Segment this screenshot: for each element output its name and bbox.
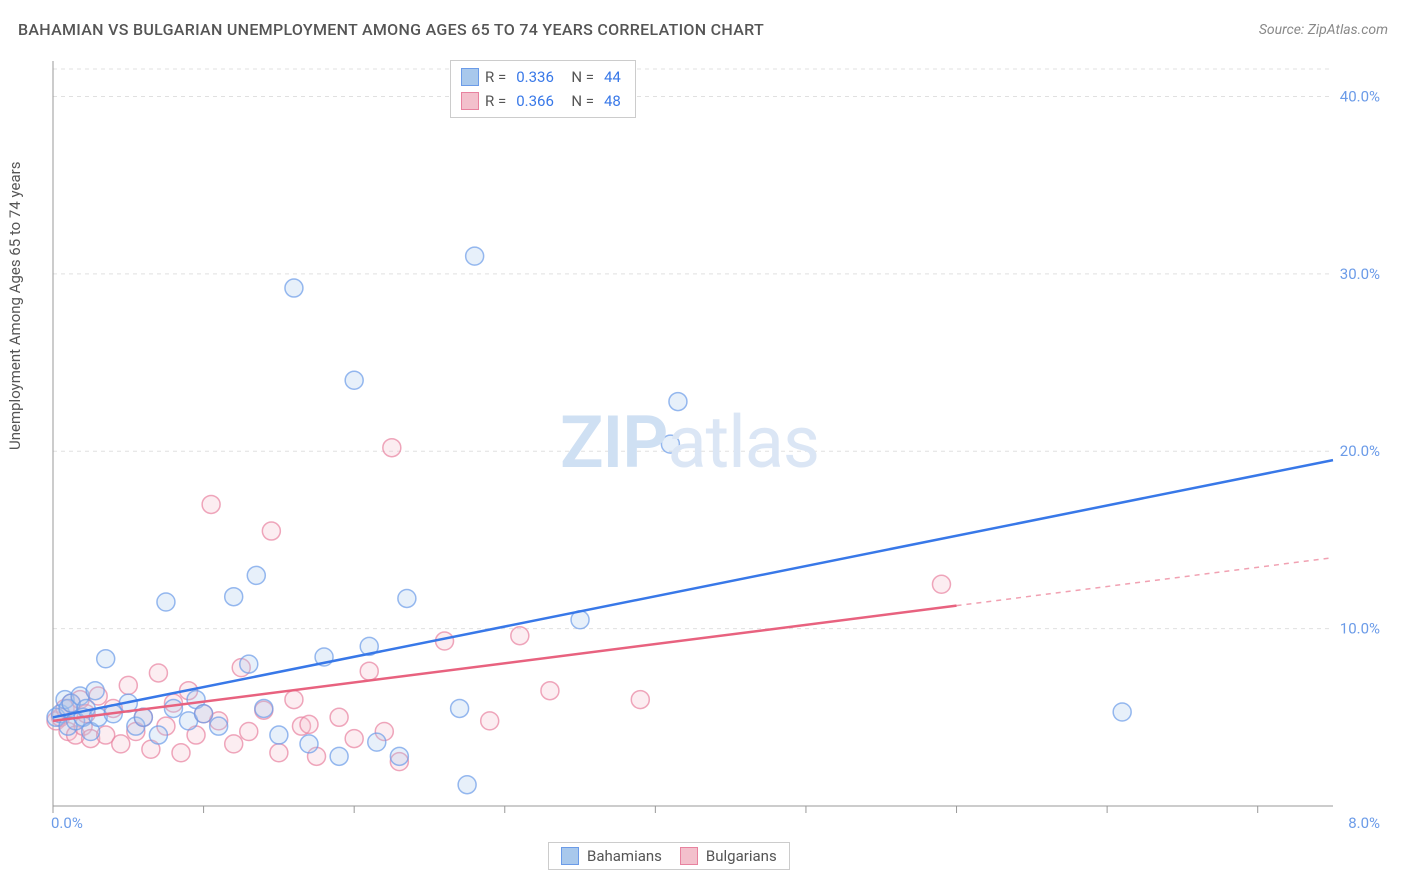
series-legend: Bahamians Bulgarians xyxy=(548,842,790,870)
data-point xyxy=(669,393,687,411)
data-point xyxy=(149,726,167,744)
svg-text:10.0%: 10.0% xyxy=(1340,620,1380,638)
data-point xyxy=(240,655,258,673)
data-point xyxy=(225,735,243,753)
data-point xyxy=(119,676,137,694)
data-point xyxy=(164,699,182,717)
data-point xyxy=(330,747,348,765)
legend-row-bahamians: R =0.336 N =44 xyxy=(461,65,625,89)
data-point xyxy=(202,495,220,513)
data-point xyxy=(225,588,243,606)
data-point xyxy=(300,735,318,753)
data-point xyxy=(345,730,363,748)
data-point xyxy=(157,593,175,611)
svg-text:30.0%: 30.0% xyxy=(1340,265,1380,283)
legend-item-bulgarians: Bulgarians xyxy=(680,847,777,865)
data-point xyxy=(345,371,363,389)
svg-text:20.0%: 20.0% xyxy=(1340,442,1380,460)
data-point xyxy=(195,705,213,723)
data-point xyxy=(270,726,288,744)
data-point xyxy=(360,662,378,680)
data-point xyxy=(149,664,167,682)
data-point xyxy=(210,717,228,735)
legend-swatch-icon xyxy=(680,847,698,865)
data-point xyxy=(285,279,303,297)
data-point xyxy=(451,699,469,717)
chart-title: BAHAMIAN VS BULGARIAN UNEMPLOYMENT AMONG… xyxy=(18,20,764,39)
data-point xyxy=(398,589,416,607)
data-point xyxy=(112,735,130,753)
legend-item-bahamians: Bahamians xyxy=(561,847,662,865)
data-point xyxy=(172,744,190,762)
data-point xyxy=(255,699,273,717)
plot-area: 10.0% 20.0% 30.0% 40.0% 0.0% 8.0% xyxy=(48,56,1388,836)
data-point xyxy=(631,691,649,709)
data-point xyxy=(262,522,280,540)
data-point xyxy=(270,744,288,762)
regression-line xyxy=(53,606,957,721)
data-point xyxy=(383,439,401,457)
y-axis-label: Unemployment Among Ages 65 to 74 years xyxy=(6,162,24,450)
data-point xyxy=(300,715,318,733)
data-point xyxy=(240,723,258,741)
svg-text:8.0%: 8.0% xyxy=(1348,814,1380,832)
scatter-chart: 10.0% 20.0% 30.0% 40.0% 0.0% 8.0% xyxy=(48,56,1388,836)
data-point xyxy=(661,435,679,453)
legend-row-bulgarians: R =0.366 N =48 xyxy=(461,89,625,113)
data-point xyxy=(466,247,484,265)
regression-line-extrapolated xyxy=(957,558,1333,606)
data-point xyxy=(285,691,303,709)
data-point xyxy=(247,566,265,584)
data-point xyxy=(368,733,386,751)
legend-swatch-bulgarians xyxy=(461,92,479,110)
data-point xyxy=(86,682,104,700)
legend-swatch-bahamians xyxy=(461,68,479,86)
data-point xyxy=(511,627,529,645)
data-point xyxy=(932,575,950,593)
data-point xyxy=(390,747,408,765)
source-attribution: Source: ZipAtlas.com xyxy=(1259,22,1388,38)
regression-line xyxy=(53,460,1333,717)
data-point xyxy=(97,650,115,668)
correlation-legend: R =0.336 N =44 R =0.366 N =48 xyxy=(450,60,636,118)
svg-text:0.0%: 0.0% xyxy=(51,814,83,832)
data-point xyxy=(458,776,476,794)
data-point xyxy=(541,682,559,700)
data-point xyxy=(481,712,499,730)
data-point xyxy=(1113,703,1131,721)
data-point xyxy=(330,708,348,726)
legend-swatch-icon xyxy=(561,847,579,865)
svg-text:40.0%: 40.0% xyxy=(1340,87,1380,105)
